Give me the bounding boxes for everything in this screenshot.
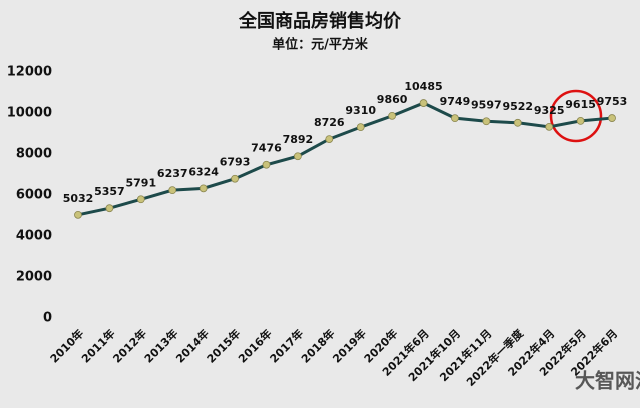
value-label: 9615 [565, 98, 596, 111]
value-label: 9860 [377, 93, 408, 106]
point [356, 123, 365, 132]
value-label: 5032 [63, 192, 94, 205]
point [105, 204, 114, 213]
value-label: 9325 [534, 104, 565, 117]
value-label: 9753 [597, 95, 628, 108]
chart-title: 全国商品房销售均价 [238, 10, 402, 32]
y-tick-label: 12000 [7, 65, 52, 80]
value-label: 6324 [188, 165, 219, 178]
point [262, 160, 271, 169]
y-tick-label: 6000 [16, 188, 52, 203]
value-label: 7476 [251, 142, 282, 155]
highlight-circle [549, 89, 603, 143]
value-label: 6237 [157, 167, 188, 180]
value-label: 9749 [440, 95, 471, 108]
point [136, 195, 145, 204]
y-tick-label: 2000 [16, 270, 52, 285]
value-label: 10485 [404, 80, 442, 93]
point [168, 186, 177, 195]
point [325, 135, 334, 144]
point [74, 210, 82, 219]
value-label: 5791 [126, 176, 157, 189]
chart-subtitle: 单位：元/平方米 [272, 37, 369, 53]
value-label: 9310 [345, 104, 376, 117]
value-label: 9597 [471, 98, 502, 111]
watermark: 大智网汇 [575, 369, 640, 393]
point [231, 174, 239, 183]
point [419, 99, 428, 107]
y-tick-label: 10000 [7, 106, 52, 121]
point [293, 152, 302, 161]
line [77, 101, 613, 217]
point [608, 114, 616, 122]
point [388, 111, 397, 120]
point [513, 118, 522, 127]
value-label: 6793 [220, 156, 251, 169]
y-tick-label: 8000 [16, 147, 52, 162]
point [482, 117, 491, 126]
value-label: 5357 [94, 185, 125, 198]
value-label: 8726 [314, 116, 345, 129]
point [576, 116, 585, 125]
y-tick-label: 0 [43, 311, 52, 326]
point [451, 114, 459, 123]
y-tick-label: 4000 [16, 229, 52, 244]
point [545, 122, 554, 131]
value-label: 9522 [502, 100, 533, 113]
value-label: 7892 [283, 133, 314, 146]
point [199, 184, 208, 193]
